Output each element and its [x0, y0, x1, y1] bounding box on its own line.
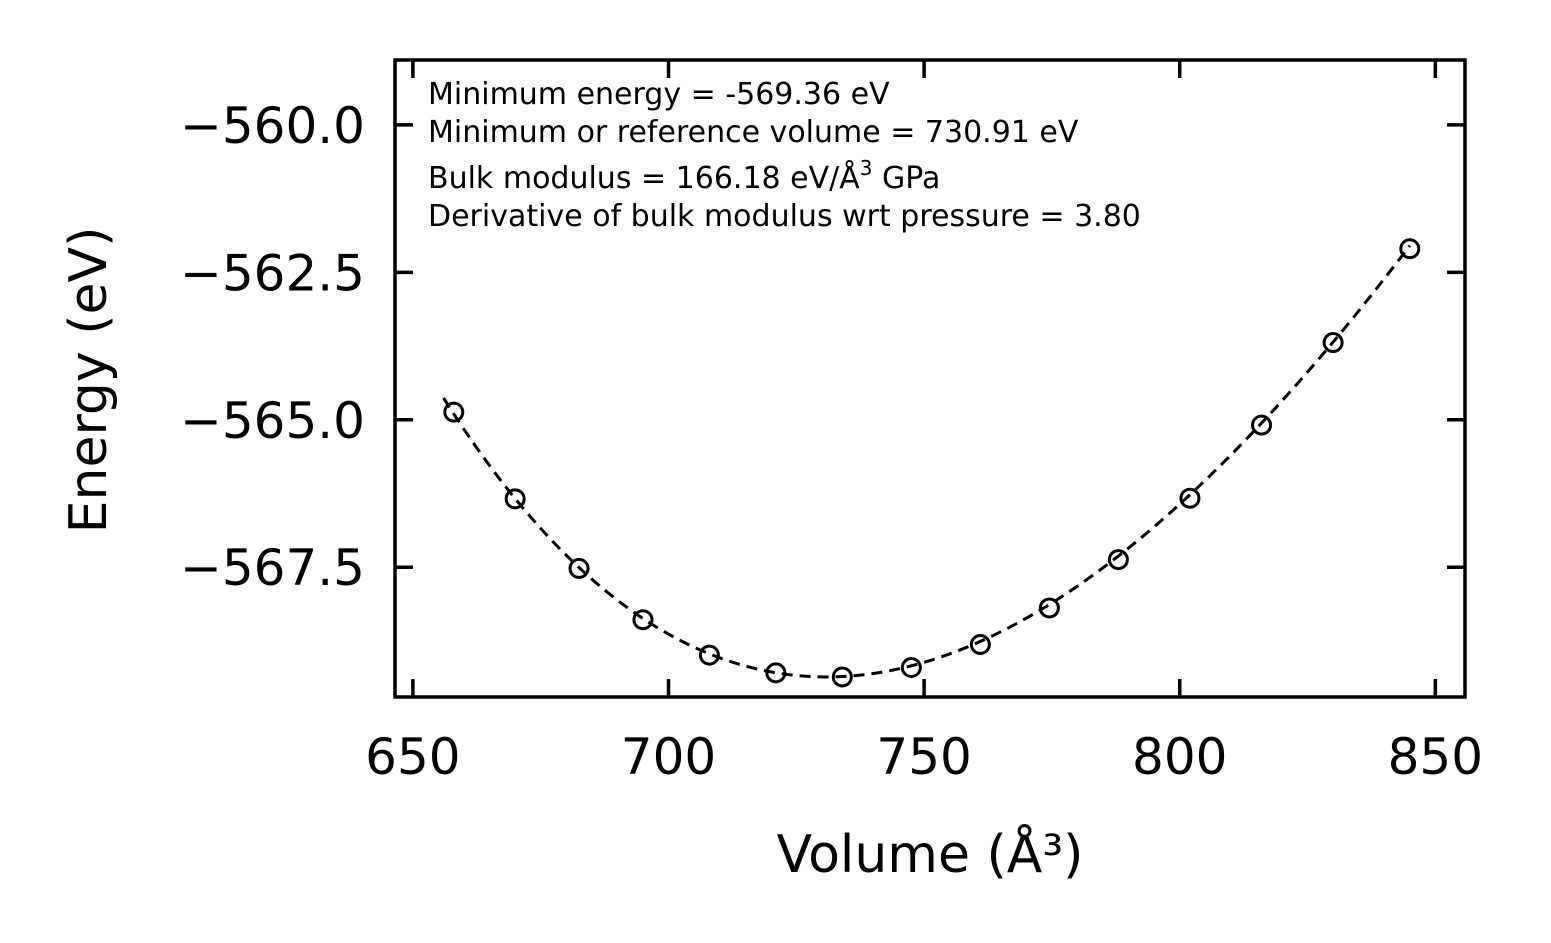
x-tick-label: 750: [876, 728, 971, 786]
data-point: [1179, 487, 1201, 509]
data-point: [1399, 238, 1421, 260]
data-point: [443, 401, 465, 423]
axis-ticks: [395, 60, 1465, 697]
annotation-bulk-modulus-superscript: 3: [860, 156, 873, 180]
plot-frame: [393, 58, 1467, 699]
annotation-bulk-modulus-unit: GPa: [873, 161, 941, 196]
data-point: [698, 644, 720, 666]
data-point: [969, 634, 991, 656]
data-point: [900, 657, 922, 679]
data-point: [1251, 414, 1273, 436]
x-tick-label: 850: [1388, 728, 1483, 786]
data-point: [1038, 597, 1060, 619]
annotation-bulk-modulus-text: Bulk modulus = 166.18 eV/Å: [428, 160, 860, 196]
y-tick-label: −562.5: [180, 244, 365, 302]
data-point: [504, 488, 526, 510]
annotation-bulk-modulus-derivative: Derivative of bulk modulus wrt pressure …: [428, 199, 1141, 234]
plot-area: [442, 238, 1421, 688]
data-point: [1107, 549, 1129, 571]
data-point: [1322, 332, 1344, 354]
fit-curve: [442, 244, 1411, 679]
y-tick-label: −560.0: [180, 97, 365, 155]
x-tick-label: 700: [621, 728, 716, 786]
fit-annotation: Minimum energy = -569.36 eV Minimum or r…: [428, 77, 1141, 234]
annotation-min-volume: Minimum or reference volume = 730.91 eV: [428, 115, 1079, 150]
y-axis-label: Energy (eV): [59, 227, 119, 534]
y-tick-label: −565.0: [180, 392, 365, 450]
data-point: [568, 557, 590, 579]
data-point: [632, 609, 654, 631]
data-point: [831, 666, 853, 688]
x-tick-label: 800: [1132, 728, 1227, 786]
data-markers: [443, 238, 1421, 688]
x-tick-labels: 650 700 750 800 850: [365, 728, 1483, 786]
x-tick-label: 650: [365, 728, 460, 786]
annotation-min-energy: Minimum energy = -569.36 eV: [428, 77, 890, 112]
x-axis-label: Volume (Å³): [777, 823, 1084, 885]
data-point: [765, 662, 787, 684]
y-tick-labels: −560.0 −562.5 −565.0 −567.5: [180, 97, 365, 597]
y-tick-label: −567.5: [180, 539, 365, 597]
annotation-bulk-modulus: Bulk modulus = 166.18 eV/Å3 GPa: [428, 156, 940, 196]
